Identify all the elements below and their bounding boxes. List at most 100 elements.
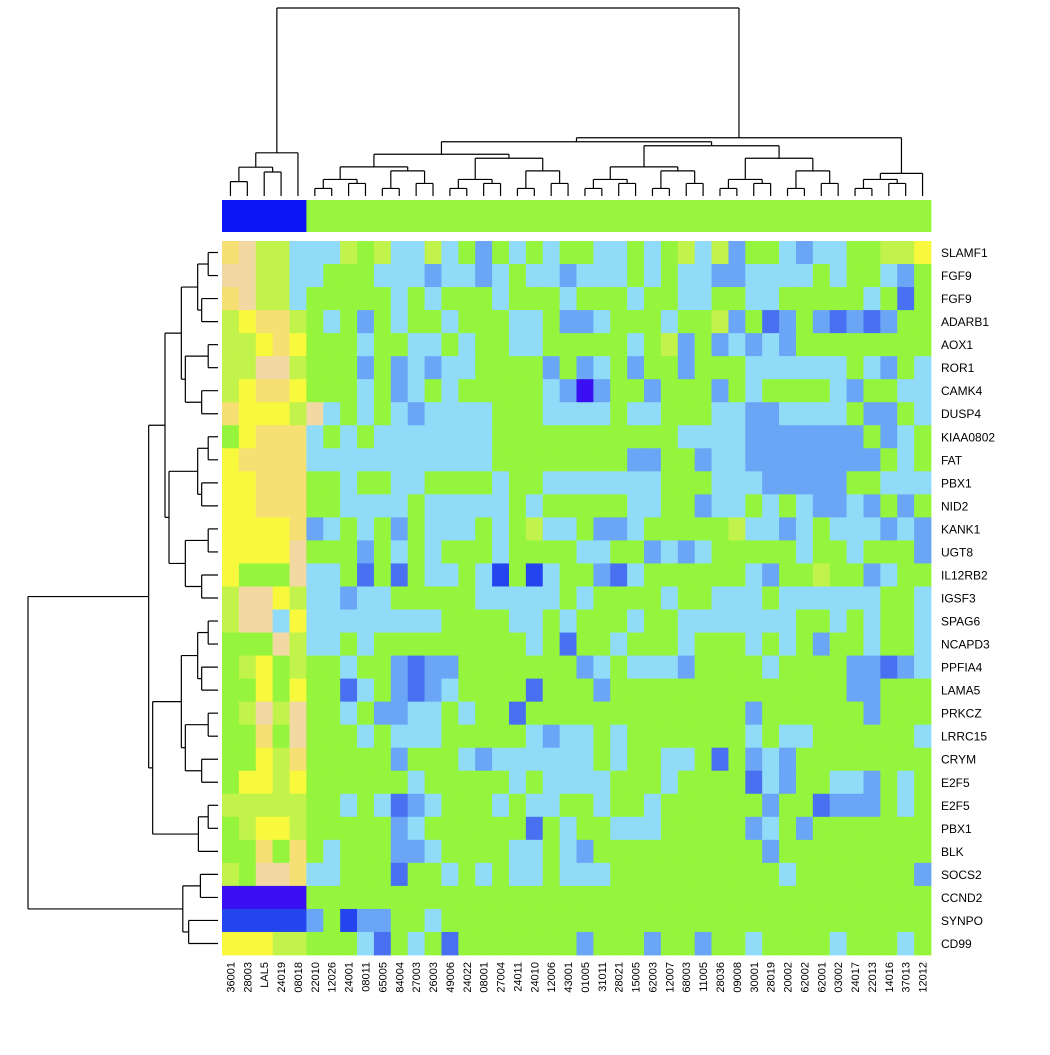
heatmap-cell <box>323 517 341 541</box>
heatmap-cell <box>542 494 561 518</box>
heatmap-cell <box>694 448 712 472</box>
heatmap-cell <box>559 701 577 726</box>
column-label: 20002 <box>783 962 795 993</box>
heatmap-cell <box>846 425 864 449</box>
heatmap-cell <box>627 310 645 334</box>
heatmap-cell <box>272 931 290 956</box>
heatmap-cell <box>644 264 662 288</box>
column-group-bar <box>222 200 932 232</box>
heatmap-cell <box>306 701 324 726</box>
heatmap-cell <box>745 747 763 772</box>
heatmap-cell <box>880 540 898 564</box>
heatmap-cell <box>677 241 696 265</box>
heatmap-cell <box>897 839 915 864</box>
heatmap-cell <box>762 655 780 680</box>
heatmap-cell <box>795 540 814 564</box>
heatmap-cell <box>846 609 864 633</box>
heatmap-cell <box>525 241 544 265</box>
heatmap-cell <box>644 425 662 449</box>
heatmap-cell <box>677 356 696 380</box>
heatmap-cell <box>306 586 324 610</box>
heatmap-cell <box>458 609 476 633</box>
heatmap-cell <box>779 816 797 841</box>
heatmap-cell <box>914 563 932 587</box>
heatmap-cell <box>610 494 628 518</box>
heatmap-cell <box>222 586 240 610</box>
heatmap-cell <box>829 632 847 656</box>
heatmap-cell <box>644 747 662 772</box>
heatmap-cell <box>272 839 290 864</box>
heatmap-cell <box>846 678 864 703</box>
heatmap-cell <box>795 287 814 311</box>
heatmap-cell <box>576 586 594 610</box>
heatmap-cell <box>728 678 746 703</box>
heatmap-cell <box>525 770 544 795</box>
heatmap-cell <box>694 402 712 426</box>
heatmap-cell <box>694 333 712 357</box>
column-label: 09008 <box>732 962 744 993</box>
heatmap-cell <box>846 287 864 311</box>
heatmap-cell <box>593 793 611 818</box>
heatmap-cell <box>846 563 864 587</box>
heatmap-cell <box>694 287 712 311</box>
heatmap-cell <box>407 448 425 472</box>
heatmap-cell <box>222 770 240 795</box>
group-bar-cell <box>542 200 561 232</box>
heatmap-cell <box>829 402 847 426</box>
group-bar-cell <box>559 200 577 232</box>
heatmap-cell <box>795 770 814 795</box>
heatmap-cell <box>863 494 881 518</box>
heatmap-cell <box>644 885 662 910</box>
heatmap-cell <box>644 402 662 426</box>
heatmap-cell <box>492 701 510 726</box>
heatmap-cell <box>458 563 476 587</box>
heatmap-cell <box>542 816 561 841</box>
heatmap-cell <box>340 908 358 933</box>
heatmap-cell <box>576 747 594 772</box>
group-bar-cell <box>795 200 814 232</box>
heatmap-cell <box>306 563 324 587</box>
heatmap-cell <box>728 425 746 449</box>
heatmap-cell <box>306 747 324 772</box>
heatmap-cell <box>795 747 814 772</box>
heatmap-cell <box>525 379 544 403</box>
heatmap-cell <box>610 379 628 403</box>
heatmap-cell <box>458 678 476 703</box>
heatmap-cell <box>677 862 696 887</box>
heatmap-cell <box>340 632 358 656</box>
heatmap-cell <box>458 908 476 933</box>
heatmap-cell <box>694 379 712 403</box>
heatmap-cell <box>424 356 442 380</box>
group-bar-cell <box>863 200 881 232</box>
heatmap-cell <box>255 333 274 357</box>
heatmap-cell <box>458 724 476 749</box>
heatmap-cell <box>508 816 527 841</box>
heatmap-cell <box>238 724 257 749</box>
heatmap-cell <box>559 632 577 656</box>
heatmap-cell <box>357 885 375 910</box>
heatmap-cell <box>711 632 729 656</box>
heatmap-cell <box>508 747 527 772</box>
heatmap-cell <box>373 793 392 818</box>
heatmap-cell <box>340 494 358 518</box>
heatmap-cell <box>424 747 442 772</box>
heatmap-cell <box>863 701 881 726</box>
heatmap-cell <box>576 862 594 887</box>
group-bar-cell <box>272 200 290 232</box>
heatmap-cell <box>779 793 797 818</box>
heatmap-cell <box>660 816 679 841</box>
heatmap-cell <box>677 333 696 357</box>
heatmap-cell <box>475 770 493 795</box>
group-bar-cell <box>289 200 307 232</box>
heatmap-cell <box>475 701 493 726</box>
heatmap-cell <box>306 287 324 311</box>
heatmap-cell <box>340 885 358 910</box>
heatmap-cell <box>340 517 358 541</box>
heatmap-cell <box>458 885 476 910</box>
heatmap-cell <box>610 310 628 334</box>
heatmap-cell <box>863 264 881 288</box>
heatmap-cell <box>812 770 831 795</box>
heatmap-cell <box>542 793 561 818</box>
heatmap-cell <box>525 678 544 703</box>
heatmap-cell <box>593 379 611 403</box>
